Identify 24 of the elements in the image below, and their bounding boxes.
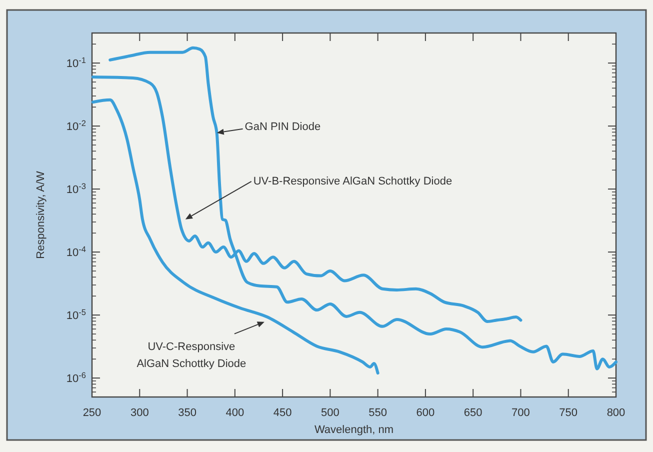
y-axis-title: Responsivity, A/W: [35, 170, 47, 259]
x-tick-label: 450: [273, 407, 292, 419]
x-tick-label: 650: [464, 407, 482, 419]
annotation: UV-C-Responsive AlGaN Schottky Diode: [136, 340, 246, 370]
y-tick-label: 10$^{-6}$: [66, 370, 86, 386]
x-tick-label: 700: [512, 407, 530, 419]
annotation: UV-B-Responsive AlGaN Schottky Diode: [253, 175, 452, 188]
x-tick-label: 600: [416, 407, 435, 419]
y-tick-label: 10$^{-1}$: [66, 56, 86, 70]
x-tick-label: 350: [178, 407, 196, 419]
annotation: GaN PIN Diode: [244, 120, 321, 133]
x-tick-label: 300: [130, 407, 149, 419]
y-tick-label: 10$^{-3}$: [66, 182, 86, 196]
x-tick-label: 800: [606, 407, 626, 419]
x-tick-label: 550: [368, 407, 387, 419]
x-tick-label: 250: [82, 407, 102, 419]
x-axis-title: Wavelength, nm: [314, 424, 394, 436]
y-tick-label: 10$^{-2}$: [66, 118, 86, 134]
y-tick-label: 10$^{-5}$: [66, 308, 86, 322]
line-series: [91, 98, 380, 375]
x-tick-label: 500: [321, 407, 340, 419]
y-tick-label: 10$^{-4}$: [66, 244, 86, 260]
x-tick-label: 750: [559, 407, 578, 419]
x-tick-label: 400: [226, 407, 244, 419]
